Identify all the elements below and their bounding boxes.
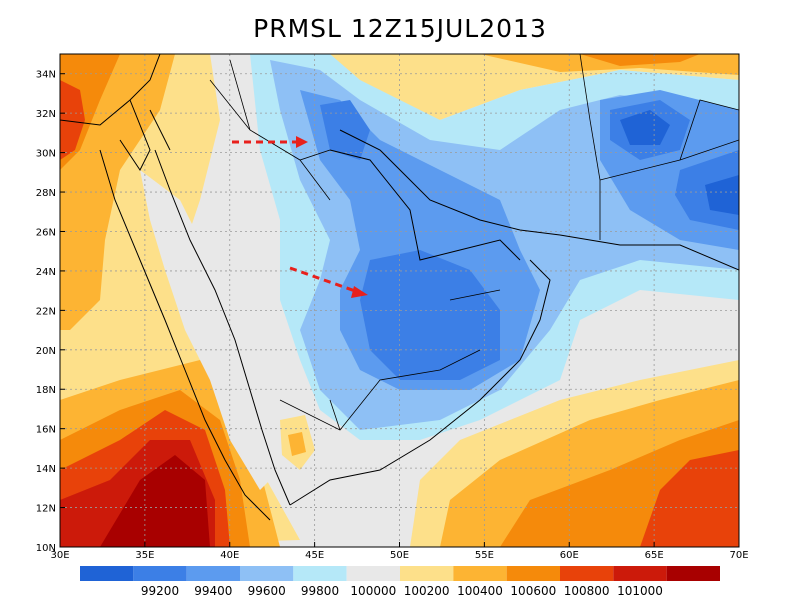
country-borders — [209, 54, 739, 431]
lat-tick-label: 18N — [36, 385, 56, 396]
colorbar-swatch — [133, 566, 187, 581]
colorbar-swatch — [400, 566, 454, 581]
lat-tick-label: 10N — [36, 543, 56, 554]
colorbar-swatch — [346, 566, 400, 581]
lat-axis: 10N 12N 14N 16N 18N 20N 22N 24N 26N 28N 30N 32N 34N — [36, 70, 65, 554]
lon-tick-label: 65E — [645, 550, 664, 561]
coastlines — [60, 54, 739, 521]
lat-tick-label: 22N — [36, 306, 56, 317]
colorbar-swatch — [506, 566, 560, 581]
colorbar: 99200 99400 99600 99800 100000 100200 100400 10… — [80, 566, 720, 598]
lat-tick-label: 32N — [36, 109, 56, 120]
contour-99400-arabia — [360, 250, 500, 380]
contour-100800-north — [580, 54, 700, 66]
colorbar-swatch — [453, 566, 507, 581]
colorbar-swatch — [666, 566, 720, 581]
lat-tick-label: 16N — [36, 425, 56, 436]
lon-tick-label: 40E — [220, 550, 239, 561]
colorbar-label: 100400 — [457, 584, 503, 598]
contour-100200-coast — [140, 170, 280, 490]
colorbar-label: 101000 — [617, 584, 663, 598]
colorbar-swatch — [80, 566, 134, 581]
lat-tick-label: 12N — [36, 504, 56, 515]
contour-99200-east — [620, 110, 670, 145]
lat-tick-label: 26N — [36, 227, 56, 238]
lon-tick-label: 30E — [50, 550, 69, 561]
lat-tick-label: 20N — [36, 346, 56, 357]
colorbar-label: 99800 — [301, 584, 339, 598]
lon-axis: 30E 35E 40E 45E 50E 55E 60E 65E 70E — [50, 542, 749, 561]
lat-tick-label: 28N — [36, 188, 56, 199]
contour-101000-se — [640, 450, 739, 547]
lon-tick-label: 45E — [305, 550, 324, 561]
map-grid — [60, 54, 739, 547]
colorbar-label: 100600 — [510, 584, 556, 598]
colorbar-swatch — [560, 566, 614, 581]
contour-99200-ne — [705, 175, 739, 215]
lon-tick-label: 50E — [390, 550, 409, 561]
contour-100400-north — [330, 54, 739, 120]
contour-100600-yemen — [288, 432, 306, 456]
colorbar-label: 99200 — [141, 584, 179, 598]
annotation-arrows — [232, 136, 368, 298]
colorbar-label: 100200 — [404, 584, 450, 598]
map-title: PRMSL 12Z15JUL2013 — [253, 14, 547, 43]
arrow-north-head — [296, 136, 308, 148]
colorbar-swatch — [293, 566, 347, 581]
colorbar-swatch — [613, 566, 667, 581]
contour-101000-north-west — [60, 80, 85, 160]
pressure-field — [60, 54, 739, 547]
colorbar-label: 99600 — [248, 584, 286, 598]
lon-tick-label: 70E — [729, 550, 748, 561]
arrow-south-shaft — [289, 266, 359, 294]
colorbar-label: 100800 — [564, 584, 610, 598]
lon-tick-label: 60E — [560, 550, 579, 561]
arrow-south-head — [351, 286, 368, 298]
colorbar-label: 100000 — [350, 584, 396, 598]
contour-99400-gulf — [320, 100, 370, 160]
colorbar-label: 99400 — [194, 584, 232, 598]
colorbar-swatch — [186, 566, 240, 581]
lat-tick-label: 30N — [36, 149, 56, 160]
lat-tick-label: 34N — [36, 70, 56, 81]
colorbar-swatch — [240, 566, 294, 581]
lon-tick-label: 35E — [135, 550, 154, 561]
lat-tick-label: 14N — [36, 464, 56, 475]
lat-tick-label: 24N — [36, 267, 56, 278]
lon-tick-label: 55E — [475, 550, 494, 561]
contour-max-sw — [100, 455, 210, 547]
